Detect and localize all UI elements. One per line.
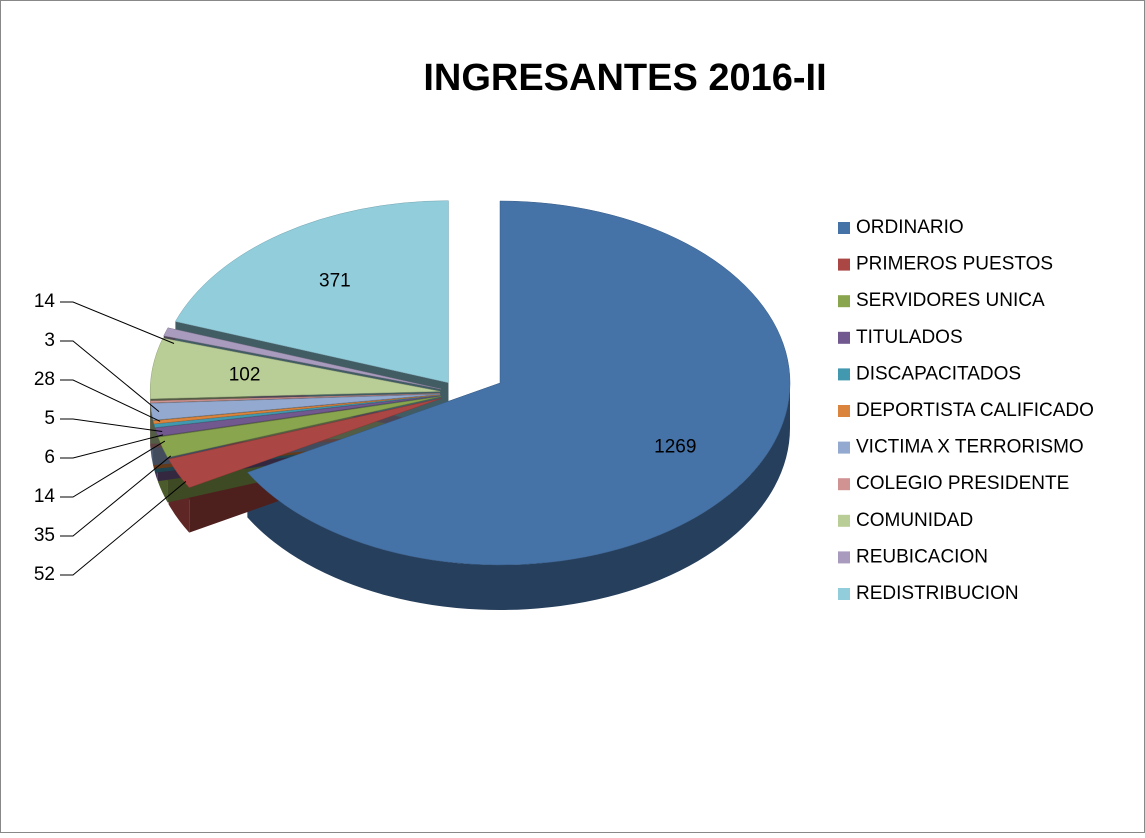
legend-swatch [838,588,850,600]
chart-title: INGRESANTES 2016-II [423,57,826,99]
legend-label: SERVIDORES UNICA [856,290,1045,311]
legend-swatch [838,368,850,380]
data-label: 371 [319,271,351,292]
data-label: 52 [34,564,55,585]
legend-swatch [838,478,850,490]
legend-swatch [838,551,850,563]
legend-label: COMUNIDAD [856,510,973,531]
legend-label: COLEGIO PRESIDENTE [856,473,1069,494]
data-label: 6 [44,447,55,468]
legend-label: ORDINARIO [856,217,964,238]
legend-label: VICTIMA X TERRORISMO [856,437,1084,458]
legend-swatch [838,259,850,271]
data-label: 3 [44,330,55,351]
legend-label: REDISTRIBUCION [856,583,1019,604]
legend-swatch [838,332,850,344]
legend-label: PRIMEROS PUESTOS [856,254,1053,275]
legend-swatch [838,515,850,527]
data-label: 28 [34,369,55,390]
data-label: 14 [34,291,56,312]
data-label: 14 [34,486,56,507]
data-label: 35 [34,525,55,546]
data-label: 102 [229,365,261,386]
legend-label: TITULADOS [856,327,963,348]
data-label: 5 [44,408,55,429]
legend-swatch [838,295,850,307]
data-label: 1269 [654,436,696,457]
legend-swatch [838,442,850,454]
legend-label: DISCAPACITADOS [856,363,1021,384]
legend-swatch [838,222,850,234]
legend-label: REUBICACION [856,546,988,567]
legend-label: DEPORTISTA CALIFICADO [856,400,1094,421]
legend-swatch [838,405,850,417]
